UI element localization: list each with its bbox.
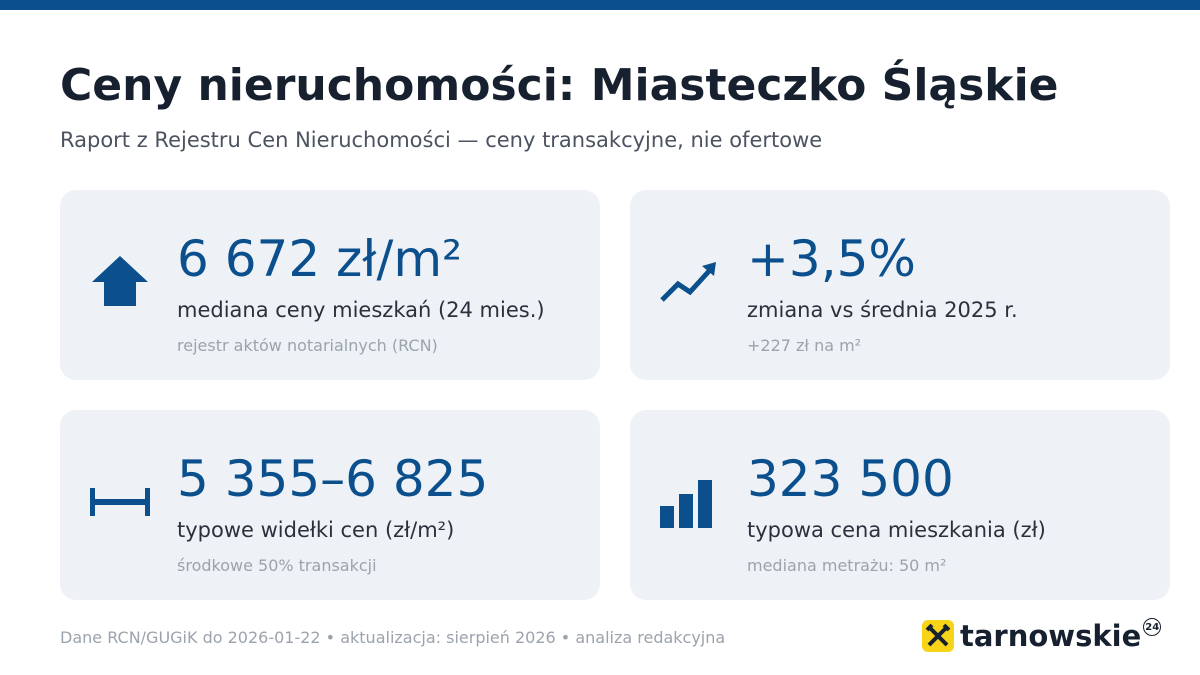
stat-value: 6 672 zł/m² [177, 230, 463, 288]
stat-card: +3,5% zmiana vs średnia 2025 r. +227 zł … [630, 190, 1170, 380]
icon-range [90, 488, 150, 516]
stat-value: 323 500 [747, 450, 954, 508]
logo-text: tarnowskie [960, 619, 1142, 653]
source-note: Dane RCN/GUGiK do 2026-01-22 • aktualiza… [60, 628, 726, 647]
icon-house [92, 256, 148, 306]
title: Ceny nieruchomości: Miasteczko Śląskie [60, 60, 1059, 111]
stat-label: typowe widełki cen (zł/m²) [177, 518, 455, 542]
stat-label: zmiana vs średnia 2025 r. [747, 298, 1018, 322]
icon-bars [660, 480, 712, 528]
logo: tarnowskie 24 [922, 618, 1162, 654]
stat-card: 6 672 zł/m² mediana ceny mieszkań (24 mi… [60, 190, 600, 380]
stat-label: typowa cena mieszkania (zł) [747, 518, 1046, 542]
stat-note: +227 zł na m² [747, 336, 862, 355]
subtitle: Raport z Rejestru Cen Nieruchomości — ce… [60, 128, 823, 152]
stat-value: 5 355–6 825 [177, 450, 489, 508]
stat-card: 323 500 typowa cena mieszkania (zł) medi… [630, 410, 1170, 600]
stat-value: +3,5% [747, 230, 916, 288]
top-bar [0, 0, 1200, 10]
stat-note: rejestr aktów notarialnych (RCN) [177, 336, 438, 355]
stat-note: mediana metrażu: 50 m² [747, 556, 947, 575]
stat-label: mediana ceny mieszkań (24 mies.) [177, 298, 545, 322]
stat-card: 5 355–6 825 typowe widełki cen (zł/m²) ś… [60, 410, 600, 600]
icon-trend [660, 262, 716, 302]
logo-icon [922, 620, 954, 652]
logo-badge: 24 [1143, 618, 1162, 636]
stat-note: środkowe 50% transakcji [177, 556, 377, 575]
